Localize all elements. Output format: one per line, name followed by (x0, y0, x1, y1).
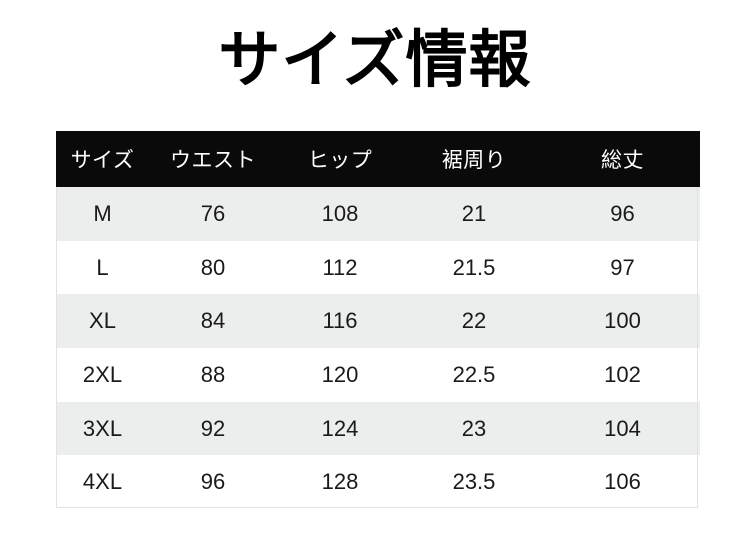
cell-hem: 22.5 (452, 361, 496, 387)
table-row: 2XL 88 120 22.5 102 (56, 348, 700, 402)
cell-length: 102 (604, 361, 641, 387)
cell-hip: 128 (321, 469, 359, 495)
cell-hip: 112 (322, 254, 358, 280)
cell-size: 3XL (82, 415, 123, 441)
size-table-container: サイズ ウエスト ヒップ 裾周り 総丈 M 76 108 21 96 L 80 (56, 131, 700, 510)
size-table: サイズ ウエスト ヒップ 裾周り 総丈 M 76 108 21 96 L 80 (56, 131, 700, 510)
column-header-waist: ウエスト (170, 149, 256, 172)
table-row: M 76 108 21 96 (56, 187, 700, 241)
size-table-header: サイズ ウエスト ヒップ 裾周り 総丈 (56, 131, 700, 187)
cell-length: 100 (604, 308, 641, 334)
cell-hem: 23 (461, 415, 487, 441)
cell-hem: 21 (461, 200, 487, 226)
cell-hip: 124 (321, 415, 359, 441)
cell-length: 96 (610, 200, 635, 226)
cell-hip: 116 (322, 308, 358, 334)
column-header-hip: ヒップ (307, 149, 373, 172)
cell-size: 4XL (82, 469, 123, 495)
cell-hem: 22 (461, 308, 487, 334)
cell-size: XL (89, 308, 116, 334)
table-row: 4XL 96 128 23.5 106 (56, 455, 700, 510)
table-row: 3XL 92 124 23 104 (56, 401, 700, 456)
column-header-hem: 裾周り (441, 149, 507, 172)
cell-size: M (93, 200, 112, 226)
cell-size: L (96, 254, 109, 280)
cell-hip: 108 (321, 200, 359, 226)
cell-length: 106 (604, 469, 641, 495)
cell-waist: 88 (200, 361, 226, 387)
cell-waist: 92 (200, 415, 226, 441)
cell-hem: 23.5 (452, 469, 496, 495)
size-table-body: M 76 108 21 96 L 80 112 21.5 97 XL 84 11… (56, 187, 700, 510)
table-row: L 80 112 21.5 97 (56, 240, 700, 295)
cell-hem: 21.5 (452, 254, 496, 280)
cell-waist: 84 (200, 308, 226, 334)
table-row: XL 84 116 22 100 (56, 294, 700, 349)
cell-waist: 96 (200, 469, 226, 495)
cell-length: 97 (610, 254, 635, 280)
cell-hip: 120 (321, 361, 359, 387)
page-title: サイズ情報 (218, 27, 532, 95)
header-row: サイズ ウエスト ヒップ 裾周り 総丈 (56, 131, 700, 187)
column-header-length: 総丈 (601, 149, 644, 172)
column-header-size: サイズ (70, 149, 135, 172)
cell-waist: 80 (200, 254, 226, 280)
cell-length: 104 (604, 415, 641, 441)
cell-waist: 76 (200, 200, 226, 226)
cell-size: 2XL (82, 361, 123, 387)
